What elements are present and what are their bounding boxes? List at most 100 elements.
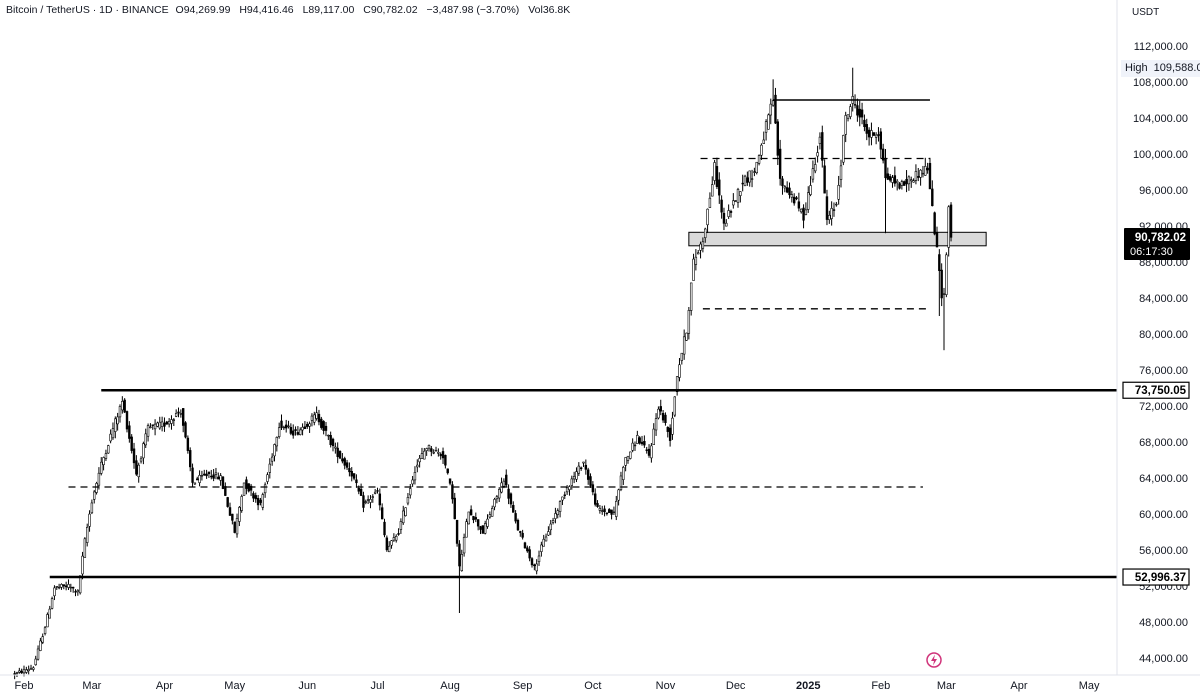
candle [640,435,644,446]
candle [631,438,634,453]
candle [755,161,758,175]
candle [256,494,260,511]
candle [362,491,365,513]
candle [329,431,332,448]
candle [579,466,583,471]
candle [425,447,428,456]
candle [879,128,883,159]
price-tick-label: 64,000.00 [1139,473,1188,485]
candle [582,461,585,467]
support-zone[interactable] [688,231,987,247]
candle [507,484,510,505]
price-tick-label: 76,000.00 [1139,365,1188,377]
candle [324,421,328,437]
candle [526,545,529,553]
candle [881,143,885,164]
candle [654,413,658,436]
candle [886,167,890,181]
candle [313,411,316,426]
candle [858,100,861,127]
candle [404,507,407,517]
ohlc-close: C90,782.02 [363,4,418,16]
candle [46,612,49,628]
levels [49,99,1117,579]
candle [650,443,653,463]
currency-label[interactable]: USDT [1132,7,1160,18]
candle [750,169,754,188]
candle [554,507,557,524]
candle [219,473,222,486]
candle [177,407,180,418]
candle [584,459,588,475]
candle [15,671,19,678]
candle [807,186,810,213]
last-price-value: 90,782.02 [1135,232,1186,244]
candle [678,358,681,382]
candle [514,510,517,524]
candle [224,482,227,497]
candle [933,211,936,236]
candle [432,449,435,455]
svg-text:73,750.05: 73,750.05 [1135,385,1187,397]
candle [165,420,169,425]
candle [488,511,492,519]
candle [821,125,824,168]
candle [292,424,295,439]
candle [62,584,65,590]
candle [596,500,599,508]
candle [924,157,927,176]
ohlc-open: O94,269.99 [175,4,231,16]
candle [198,470,201,487]
candle [753,167,756,177]
candle [846,114,850,122]
candle [406,493,410,506]
time-axis: Feb Mar Apr May Jun Jul Aug Sep Oct Nov Dec 2025 Feb… [15,680,1101,692]
candle [144,428,147,448]
candle [823,159,826,194]
candle [399,518,403,534]
candles [13,67,953,680]
candle [245,476,248,495]
candle [947,205,950,257]
candle [153,419,157,436]
candle [903,180,906,186]
high-marker-label: High [1125,62,1148,74]
candle [170,415,173,430]
candle [158,416,161,430]
candle [263,482,267,498]
candle [214,467,218,480]
price-tick-label: 80,000.00 [1139,329,1188,341]
candle [121,396,124,414]
candle [139,456,143,464]
candle [851,67,854,112]
candle [268,458,272,479]
candle [612,506,616,516]
time-tick-label: Aug [440,680,460,692]
candle [762,131,765,145]
candle [711,176,714,197]
candle [135,455,138,476]
candle [210,469,213,480]
bar-countdown: 06:17:30 [1130,246,1173,258]
lightning-bolt-icon[interactable] [925,651,943,669]
candle [67,579,70,591]
candle [729,209,733,218]
candle [769,98,772,125]
candle [914,164,918,185]
candle [792,193,796,206]
candle [217,472,220,480]
candle [474,512,478,523]
candle [189,447,192,472]
candle [844,111,847,143]
candle [423,447,426,460]
time-tick-label: May [1079,680,1100,692]
candle [661,409,665,423]
candle [296,426,300,436]
candle [48,605,51,619]
candle [123,398,126,414]
candle [505,469,508,488]
candle [132,442,136,469]
candle [778,139,782,186]
symbol-title[interactable]: Bitcoin / TetherUS · 1D · BINANCE [6,4,169,16]
